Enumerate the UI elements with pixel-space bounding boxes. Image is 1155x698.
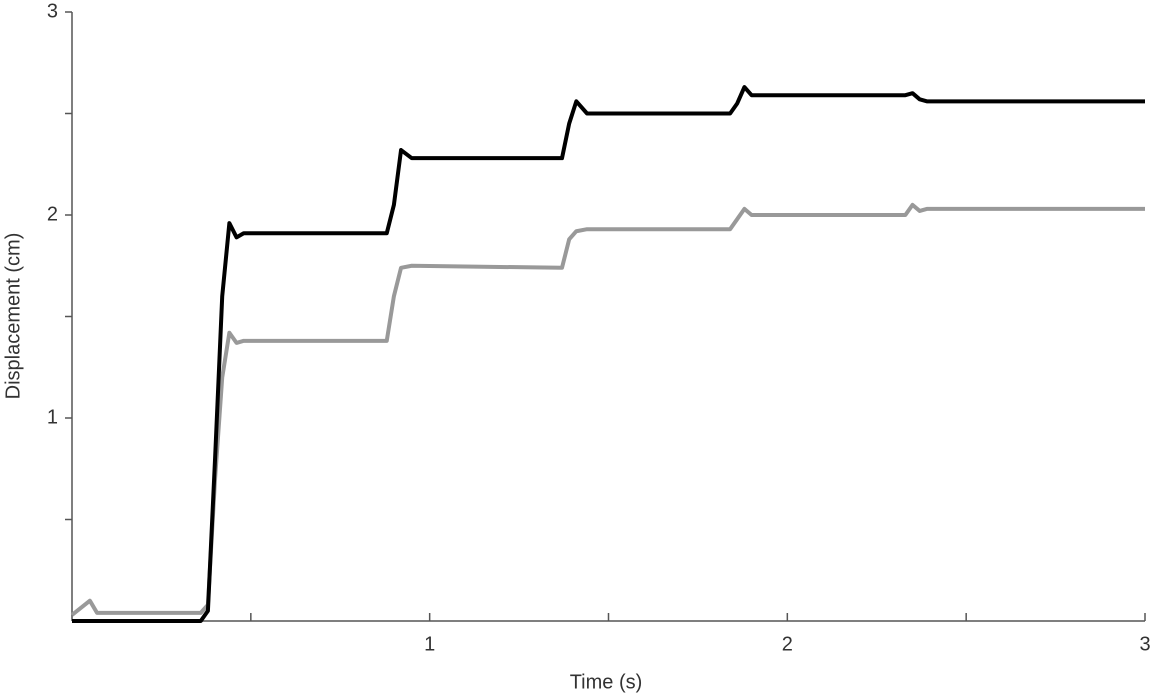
x-axis-label: Time (s) xyxy=(570,671,643,693)
y-tick-label: 2 xyxy=(47,203,58,225)
data-line xyxy=(72,85,1145,623)
x-tick-label: 1 xyxy=(424,633,435,655)
y-tick-label: 3 xyxy=(47,0,58,22)
y-axis-label: Displacement (cm) xyxy=(2,233,24,400)
data-line xyxy=(70,202,1145,617)
x-tick-label: 2 xyxy=(782,633,793,655)
x-tick-label: 3 xyxy=(1139,633,1150,655)
y-tick-label: 1 xyxy=(47,406,58,428)
